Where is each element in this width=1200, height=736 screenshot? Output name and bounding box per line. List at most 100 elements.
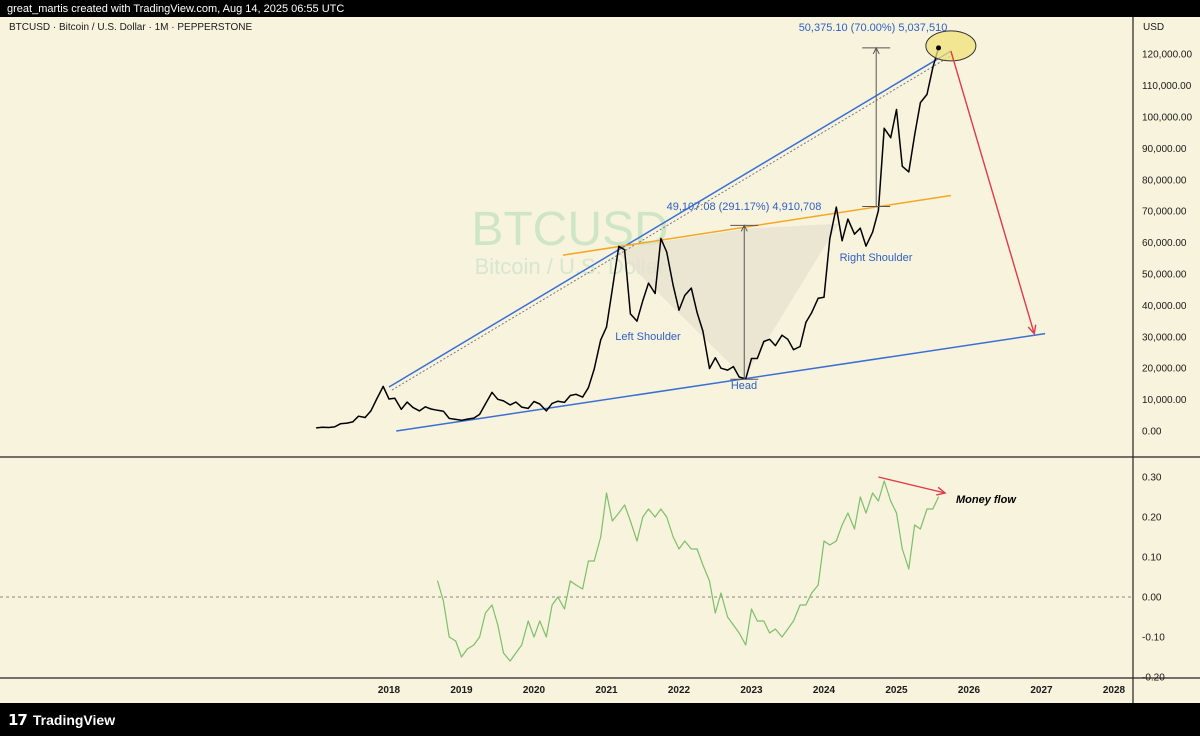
money-flow-point	[484, 612, 486, 614]
price-point	[575, 393, 577, 395]
money-flow-point	[774, 628, 776, 630]
price-point	[600, 339, 602, 341]
money-flow-line[interactable]	[437, 480, 940, 662]
price-tick-label: 50,000.00	[1142, 270, 1187, 281]
money-flow-point	[636, 540, 638, 542]
price-point	[334, 426, 336, 428]
price-point	[466, 418, 468, 420]
money-flow-point	[835, 540, 837, 542]
time-tick-label: 2024	[813, 685, 836, 696]
head-label: Head	[731, 380, 757, 392]
money-flow-point	[901, 548, 903, 550]
money-flow-point	[672, 536, 674, 538]
price-point	[914, 134, 916, 136]
price-point	[618, 245, 620, 247]
currency-label: USD	[1143, 22, 1164, 33]
money-flow-point	[473, 644, 475, 646]
trendline-0[interactable]	[388, 50, 952, 388]
price-point	[479, 413, 481, 415]
price-point	[484, 403, 487, 405]
money-flow-point	[696, 548, 698, 550]
money-flow-point	[497, 624, 499, 626]
price-tick-label: 20,000.00	[1142, 364, 1187, 375]
time-tick-label: 2022	[668, 685, 691, 696]
money-flow-point	[563, 608, 565, 610]
price-point	[726, 369, 729, 371]
left-shoulder-label: Left Shoulder	[615, 331, 681, 343]
price-point	[732, 366, 734, 368]
money-flow-point	[751, 608, 752, 610]
time-tick-label: 2021	[595, 685, 618, 696]
price-tick-label: 10,000.00	[1142, 395, 1187, 406]
price-point	[629, 313, 632, 315]
money-flow-point	[877, 500, 879, 502]
money-flow-point	[642, 516, 644, 518]
lower-measure-arrowhead	[740, 224, 748, 232]
money-flow-point	[727, 616, 729, 618]
money-flow-point	[509, 660, 511, 662]
price-point	[811, 312, 813, 314]
indicator-tick-label: 0.00	[1142, 593, 1162, 604]
money-flow-point	[702, 564, 704, 566]
money-flow-arrowhead	[936, 486, 947, 496]
money-flow-point	[714, 612, 716, 614]
price-point	[545, 410, 547, 412]
price-point	[859, 227, 861, 229]
chart-panel[interactable]: BTCUSD Bitcoin / U.S. Dollar 50,375.10 (7…	[0, 17, 1200, 703]
price-point	[919, 101, 922, 104]
projection-arrow[interactable]	[950, 50, 1035, 334]
time-tick-label: 2026	[958, 685, 981, 696]
price-point	[412, 406, 414, 409]
price-point	[593, 368, 595, 370]
price-point	[563, 401, 566, 404]
price-point	[756, 357, 758, 360]
price-point	[696, 312, 698, 314]
money-flow-point	[781, 636, 783, 638]
price-point	[895, 108, 898, 111]
price-tick-label: 70,000.00	[1142, 207, 1187, 218]
price-point	[581, 396, 584, 398]
price-point	[792, 349, 795, 351]
time-tick-label: 2018	[378, 685, 401, 696]
tradingview-logo[interactable]: 17 TradingView	[8, 709, 115, 731]
money-flow-point	[817, 584, 819, 586]
btc-price-line[interactable]	[316, 47, 940, 429]
money-flow-arrow[interactable]	[878, 476, 946, 494]
money-flow-point	[557, 596, 559, 598]
price-point	[557, 400, 559, 402]
money-flow-point	[648, 508, 650, 510]
footer-bar: 17 TradingView	[0, 703, 1200, 736]
money-flow-point	[926, 508, 928, 510]
trendline-shadow	[391, 53, 955, 391]
price-point	[853, 233, 856, 235]
price-tick-label: 80,000.00	[1142, 175, 1187, 186]
price-point	[315, 427, 318, 429]
price-point	[877, 209, 879, 212]
indicator-tick-label: 0.10	[1142, 553, 1162, 564]
trendline-1[interactable]	[396, 332, 1046, 432]
money-flow-point	[829, 544, 831, 546]
price-tick-label: 60,000.00	[1142, 238, 1187, 249]
money-flow-point	[624, 504, 626, 506]
time-tick-label: 2020	[523, 685, 546, 696]
price-point	[908, 171, 910, 173]
money-flow-point	[745, 644, 747, 646]
projection-arrowhead	[1027, 324, 1037, 336]
money-flow-point	[448, 636, 450, 638]
price-point	[774, 344, 777, 347]
money-flow-point	[437, 580, 439, 582]
price-point	[666, 251, 668, 253]
price-point	[781, 334, 783, 336]
price-point	[515, 401, 517, 403]
upper-measure-arrowhead	[872, 46, 880, 55]
price-tick-label: 40,000.00	[1142, 301, 1187, 312]
price-tick-label: 90,000.00	[1142, 144, 1187, 155]
price-point	[352, 421, 354, 423]
price-point	[364, 416, 366, 419]
price-point	[502, 400, 505, 402]
money-flow-point	[914, 524, 916, 526]
price-point	[521, 406, 523, 408]
price-point	[460, 419, 463, 421]
price-point	[455, 418, 457, 420]
